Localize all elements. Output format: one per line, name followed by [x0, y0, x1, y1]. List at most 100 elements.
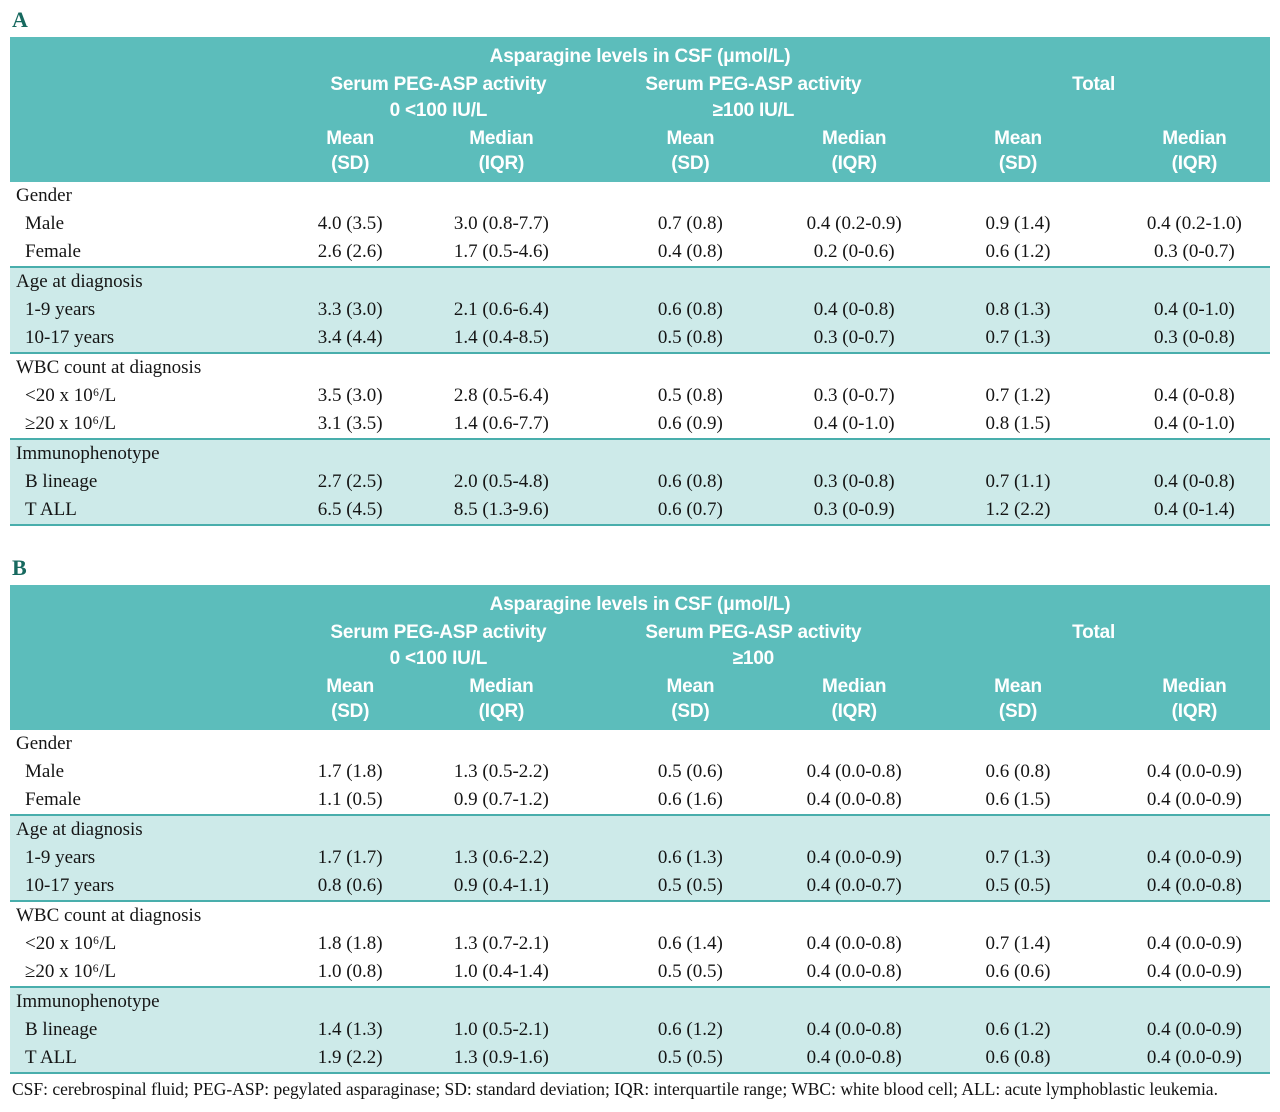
group-title: Serum PEG-ASP activity [645, 74, 862, 95]
section-label: Gender [16, 185, 72, 206]
cell-value: 3.1 (3.5) [317, 413, 383, 434]
column-header-line1: Median [822, 676, 887, 697]
cell-value: 3.4 (4.4) [287, 324, 414, 353]
row-label: Female [25, 789, 81, 810]
cell-value: 0.7 (1.4) [985, 933, 1051, 954]
group-title: Serum PEG-ASP activity [330, 622, 547, 643]
group-header: Serum PEG-ASP activity ≥100 IU/L [589, 72, 918, 126]
cell-value: 0.6 (1.4) [657, 933, 723, 954]
row-label: B lineage [10, 468, 288, 496]
cell-value: 1.4 (0.6-7.7) [453, 413, 549, 434]
cell-value: 2.7 (2.5) [287, 468, 414, 496]
cell-value: 0.6 (0.6) [985, 961, 1051, 982]
group-title: Serum PEG-ASP activity [645, 622, 862, 643]
row-label: Male [25, 761, 65, 782]
cell-value: 0.4 (0-0.8) [1118, 468, 1270, 496]
column-header-line2: (SD) [331, 153, 370, 174]
cell-value: 0.7 (1.3) [917, 844, 1119, 872]
column-header-line2: (SD) [671, 701, 710, 722]
cell-value: 0.4 (0.0-0.8) [806, 961, 902, 982]
table-row: <20 x 10⁶/L 1.8 (1.8) 1.3 (0.7-2.1) 0.6 (1.… [10, 930, 1270, 958]
cell-value: 1.3 (0.5-2.2) [453, 761, 549, 782]
section-label: Gender [16, 733, 72, 754]
cell-value: 0.5 (0.8) [657, 385, 723, 406]
table-row: <20 x 10⁶/L 3.5 (3.0) 2.8 (0.5-6.4) 0.5 (0.… [10, 382, 1270, 410]
cell-value: 0.5 (0.6) [657, 761, 723, 782]
cell-value: 2.6 (2.6) [317, 241, 383, 262]
cell-value: 0.7 (1.2) [985, 385, 1051, 406]
cell-value: 0.4 (0-1.4) [1118, 496, 1270, 525]
section-label: WBC count at diagnosis [10, 352, 1270, 382]
column-header-line1: Median [1162, 676, 1227, 697]
column-header-line2: (SD) [331, 701, 370, 722]
table-row: 10-17 years 3.4 (4.4) 1.4 (0.4-8.5) 0.5 (0.… [10, 324, 1270, 353]
section-header-row: WBC count at diagnosis [10, 352, 1270, 382]
cell-value: 0.9 (1.4) [985, 213, 1051, 234]
cell-value: 0.3 (0-0.7) [1154, 241, 1235, 262]
column-header: Median (IQR) [1118, 126, 1270, 182]
cell-value: 0.5 (0.5) [589, 1044, 792, 1073]
table-body-b: Gender Male 1.7 (1.8) 1.3 (0.5-2.2) 0.5 (0.6… [10, 730, 1270, 1073]
column-header-line2: (IQR) [1171, 153, 1218, 174]
cell-value: 0.5 (0.5) [917, 872, 1119, 901]
column-header-line1: Mean [666, 128, 715, 149]
table-row: ≥20 x 10⁶/L 3.1 (3.5) 1.4 (0.6-7.7) 0.6 (0.… [10, 410, 1270, 439]
row-label: ≥20 x 10⁶/L [25, 413, 116, 434]
cell-value: 0.4 (0.0-0.9) [1146, 961, 1242, 982]
column-header-line1: Mean [994, 128, 1042, 149]
cell-value: 0.6 (1.2) [917, 1016, 1119, 1044]
section-label: Immunophenotype [10, 438, 1270, 468]
table-title: Asparagine levels in CSF (μmol/L) [10, 585, 1270, 620]
cell-value: 0.4 (0.0-0.8) [791, 1044, 918, 1073]
asparagine-table-b: Asparagine levels in CSF (μmol/L) Serum P… [10, 585, 1270, 1074]
section-label: Immunophenotype [10, 986, 1270, 1016]
cell-value: 1.0 (0.5-2.1) [413, 1016, 590, 1044]
cell-value: 0.4 (0.0-0.9) [791, 844, 918, 872]
cell-value: 0.3 (0-0.8) [791, 468, 918, 496]
cell-value: 0.6 (0.8) [589, 296, 792, 324]
cell-value: 0.6 (1.3) [589, 844, 792, 872]
column-header: Mean (SD) [917, 126, 1119, 182]
column-header-line1: Median [822, 128, 887, 149]
asparagine-table-a: Asparagine levels in CSF (μmol/L) Serum P… [10, 37, 1270, 526]
cell-value: 0.9 (0.4-1.1) [413, 872, 590, 901]
abbreviations-footnote: CSF: cerebrospinal fluid; PEG-ASP: pegyl… [12, 1079, 1218, 1099]
panel-label-a: A [12, 7, 28, 32]
cell-value: 0.3 (0-0.9) [791, 496, 918, 525]
table-row: Female 2.6 (2.6) 1.7 (0.5-4.6) 0.4 (0.8) 0.2… [10, 238, 1270, 267]
group-header: Serum PEG-ASP activity 0 <100 IU/L [287, 72, 590, 126]
group-header-row: Serum PEG-ASP activity 0 <100 IU/L Serum P… [10, 72, 1270, 126]
section-header-row: Age at diagnosis [10, 266, 1270, 296]
column-header-line2: (IQR) [831, 701, 877, 722]
group-subtitle: ≥100 [732, 648, 775, 669]
column-header-spacer [10, 126, 288, 182]
cell-value: 1.4 (0.4-8.5) [413, 324, 590, 353]
column-header-line2: (IQR) [831, 153, 877, 174]
cell-value: 3.3 (3.0) [287, 296, 414, 324]
column-header: Median (IQR) [413, 126, 590, 182]
column-header: Mean (SD) [589, 674, 792, 730]
column-header: Mean (SD) [287, 126, 414, 182]
section-header-row: Gender [10, 730, 1270, 758]
cell-value: 1.4 (1.3) [287, 1016, 414, 1044]
cell-value: 0.4 (0.0-0.8) [806, 933, 902, 954]
cell-value: 0.4 (0.8) [657, 241, 723, 262]
row-label: 1-9 years [10, 296, 288, 324]
row-label: <20 x 10⁶/L [25, 385, 117, 406]
table-row: T ALL 6.5 (4.5) 8.5 (1.3-9.6) 0.6 (0.7) 0.3 … [10, 496, 1270, 525]
column-header-line1: Mean [666, 676, 715, 697]
column-header: Median (IQR) [791, 126, 918, 182]
row-label: <20 x 10⁶/L [25, 933, 117, 954]
cell-value: 0.6 (0.9) [657, 413, 723, 434]
panel-a: A Asparagine levels in CSF (μmol/L) Serum … [10, 8, 1270, 526]
tables-container: A Asparagine levels in CSF (μmol/L) Serum … [10, 8, 1270, 1074]
group-title: Total [1072, 74, 1116, 95]
cell-value: 0.4 (0.0-0.9) [1118, 844, 1270, 872]
row-label: T ALL [10, 1044, 288, 1073]
cell-value: 0.4 (0-0.8) [1154, 385, 1235, 406]
table-row: B lineage 1.4 (1.3) 1.0 (0.5-2.1) 0.6 (1.2)… [10, 1016, 1270, 1044]
section-label: Age at diagnosis [10, 814, 1270, 844]
cell-value: 0.7 (1.1) [917, 468, 1119, 496]
group-header: Total [917, 72, 1270, 126]
group-title: Serum PEG-ASP activity [330, 74, 547, 95]
